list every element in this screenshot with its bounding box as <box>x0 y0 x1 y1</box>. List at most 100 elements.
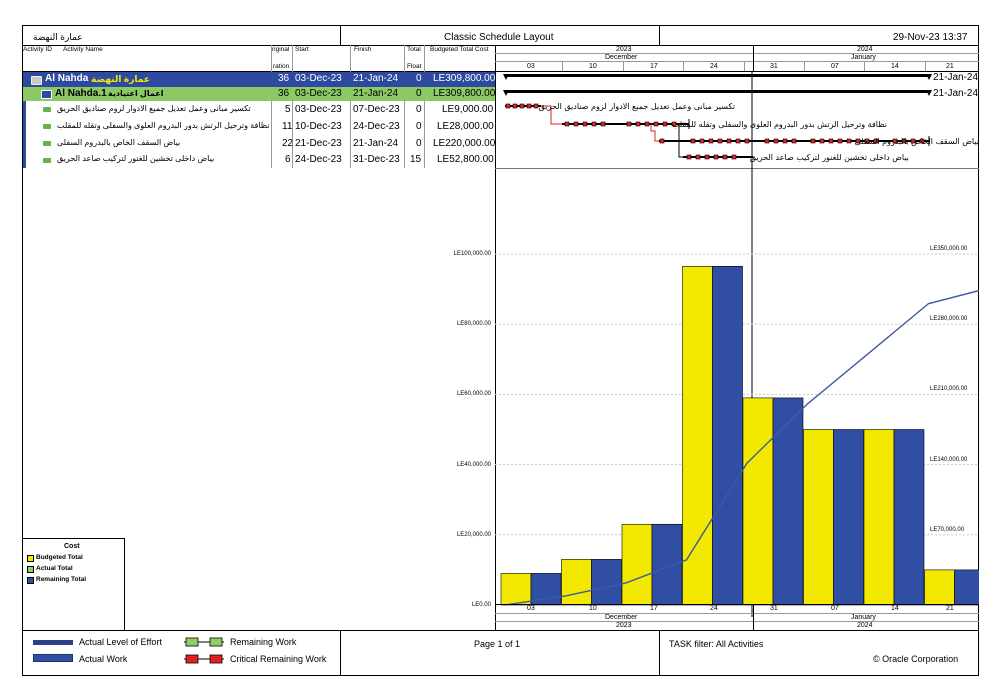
week-07: 07 <box>831 63 839 70</box>
budgeted-bar-17[interactable] <box>621 523 653 606</box>
week-tick <box>623 61 624 71</box>
legend-remaining-work: Remaining Work <box>230 637 297 647</box>
copyright: © Oracle Corporation <box>873 654 959 664</box>
actual-level-of-effort-swatch <box>33 640 73 645</box>
activity-cost: LE220,000.00 <box>433 138 496 149</box>
budgeted-bar-03[interactable] <box>500 573 532 606</box>
table-row-project[interactable]: Al Nahda عمارة النهضة 36 03-Dec-23 21-Ja… <box>23 72 495 87</box>
remaining-bar-21[interactable] <box>954 569 980 606</box>
col-float-top[interactable]: Total <box>407 46 421 53</box>
bar-label-activity: نظافة وترحيل الرتش بدور البدروم العلوى و… <box>672 120 887 129</box>
col-budgeted-cost[interactable]: Budgeted Total Cost <box>430 46 489 53</box>
legend-actual-work: Actual Work <box>79 654 128 664</box>
folder-icon <box>31 76 42 85</box>
header-sep-1 <box>340 25 341 45</box>
relationship-line <box>650 124 659 142</box>
summary-bar-project[interactable] <box>503 74 932 80</box>
activity-finish: 24-Dec-23 <box>353 121 400 132</box>
activity-float: 15 <box>410 154 422 165</box>
week-21: 21 <box>946 63 954 70</box>
table-row-wbs[interactable]: Al Nahda.1 اعمال اعتيادية 36 03-Dec-23 2… <box>23 87 495 101</box>
summary-bar-wbs[interactable] <box>503 90 932 96</box>
bottom-month-january: January <box>851 614 876 621</box>
bottom-year-2023: 2023 <box>616 622 632 629</box>
wbs-cost: LE309,800.00 <box>433 88 496 99</box>
remaining-bar-31[interactable] <box>772 397 804 606</box>
budgeted-bar-14[interactable] <box>863 429 895 606</box>
timescale-line-1 <box>495 53 979 54</box>
col-sep-finish <box>350 45 351 168</box>
week-tick <box>804 61 805 71</box>
activity-name: تكسير مبانى وعمل تعديل جميع الادوار لزوم… <box>57 104 251 113</box>
activity-duration: 6 <box>285 154 291 165</box>
report-datetime: 29-Nov-23 13:37 <box>893 32 968 43</box>
col-start[interactable]: Start <box>295 46 309 53</box>
wbs-name: اعمال اعتيادية <box>108 89 164 98</box>
week-tick <box>864 61 865 71</box>
year-boundary <box>753 45 754 71</box>
week-03: 03 <box>527 63 535 70</box>
col-activity-id[interactable]: Activity ID <box>23 46 52 53</box>
table-gantt-divider <box>495 45 496 630</box>
bar-label-activity: تكسير مبانى وعمل تعديل جميع الادوار لزوم… <box>539 102 735 111</box>
week-17: 17 <box>650 63 658 70</box>
left-tick-label: LE20,000.00 <box>456 531 491 538</box>
right-tick-label: LE210,000.00 <box>930 386 968 393</box>
remaining-bar-10[interactable] <box>591 559 622 606</box>
row-marker <box>23 118 26 135</box>
col-activity-name[interactable]: Activity Name <box>63 46 103 53</box>
table-row[interactable]: تكسير مبانى وعمل تعديل جميع الادوار لزوم… <box>23 101 495 118</box>
activity-bar-1[interactable] <box>505 103 541 109</box>
col-finish[interactable]: Finish <box>354 46 372 53</box>
legend-label-budgeted: Budgeted Total <box>36 554 83 561</box>
budgeted-bar-21[interactable] <box>924 569 955 606</box>
table-row[interactable]: بياض داخلى تخشين للغنور لتركيب صاعد الحر… <box>23 152 495 168</box>
cost-histogram <box>495 253 980 606</box>
table-row[interactable]: نظافة وترحيل الرتش بدور البدروم العلوى و… <box>23 118 495 135</box>
legend-label-remaining: Remaining Total <box>36 576 87 583</box>
budgeted-bar-10[interactable] <box>561 559 592 606</box>
bottom-week-31: 31 <box>770 605 778 612</box>
project-finish: 21-Jan-24 <box>353 73 399 84</box>
month-january: January <box>851 54 876 61</box>
activity-duration: 5 <box>285 104 291 115</box>
week-14: 14 <box>891 63 899 70</box>
remaining-bar-14[interactable] <box>893 429 925 606</box>
bottom-year-boundary <box>753 604 754 630</box>
remaining-bar-07[interactable] <box>833 429 864 606</box>
page-number: Page 1 of 1 <box>474 639 521 649</box>
wbs-duration: 36 <box>278 88 290 99</box>
gantt-and-histogram: 21-Jan-24 21-Jan-24 تكسير مبانى وعمل تعد… <box>495 71 980 617</box>
task-filter: TASK filter: All Activities <box>669 639 764 649</box>
week-tick <box>683 61 684 71</box>
bottom-week-17: 17 <box>650 605 658 612</box>
activity-bar-3[interactable] <box>659 136 930 146</box>
remaining-bar-24[interactable] <box>712 265 743 606</box>
budgeted-bar-07[interactable] <box>803 429 834 606</box>
right-tick-label: LE280,000.00 <box>930 316 968 323</box>
budgeted-bar-31[interactable] <box>742 397 774 606</box>
table-row[interactable]: بياض السقف الخاص بالبدروم السفلى 22 21-D… <box>23 135 495 152</box>
activity-cost: LE9,000.00 <box>442 104 494 115</box>
project-name: عمارة النهضة <box>33 32 83 42</box>
bar-label-activity: بياض السقف الخاص بالبدروم السفلى <box>854 137 979 146</box>
header-sep-2 <box>659 25 660 45</box>
activity-bar-2[interactable] <box>562 119 690 129</box>
left-tick-label: LE0.00 <box>471 602 491 608</box>
activity-bar-4[interactable] <box>683 154 753 160</box>
col-sep-start <box>292 45 293 168</box>
col-sep-duration <box>271 45 272 168</box>
col-duration-top[interactable]: riginal <box>272 46 290 53</box>
activity-float: 0 <box>416 121 422 132</box>
bar-label-wbs: 21-Jan-24 <box>933 88 978 99</box>
week-24: 24 <box>710 63 718 70</box>
activity-float: 0 <box>416 104 422 115</box>
week-31: 31 <box>770 63 778 70</box>
right-tick-label: LE70,000.00 <box>930 526 965 533</box>
budgeted-bar-24[interactable] <box>682 265 713 606</box>
remaining-bar-17[interactable] <box>651 523 683 606</box>
activity-start: 21-Dec-23 <box>295 138 342 149</box>
bottom-week-07: 07 <box>831 605 839 612</box>
wbs-start: 03-Dec-23 <box>295 88 342 99</box>
activity-start: 24-Dec-23 <box>295 154 342 165</box>
